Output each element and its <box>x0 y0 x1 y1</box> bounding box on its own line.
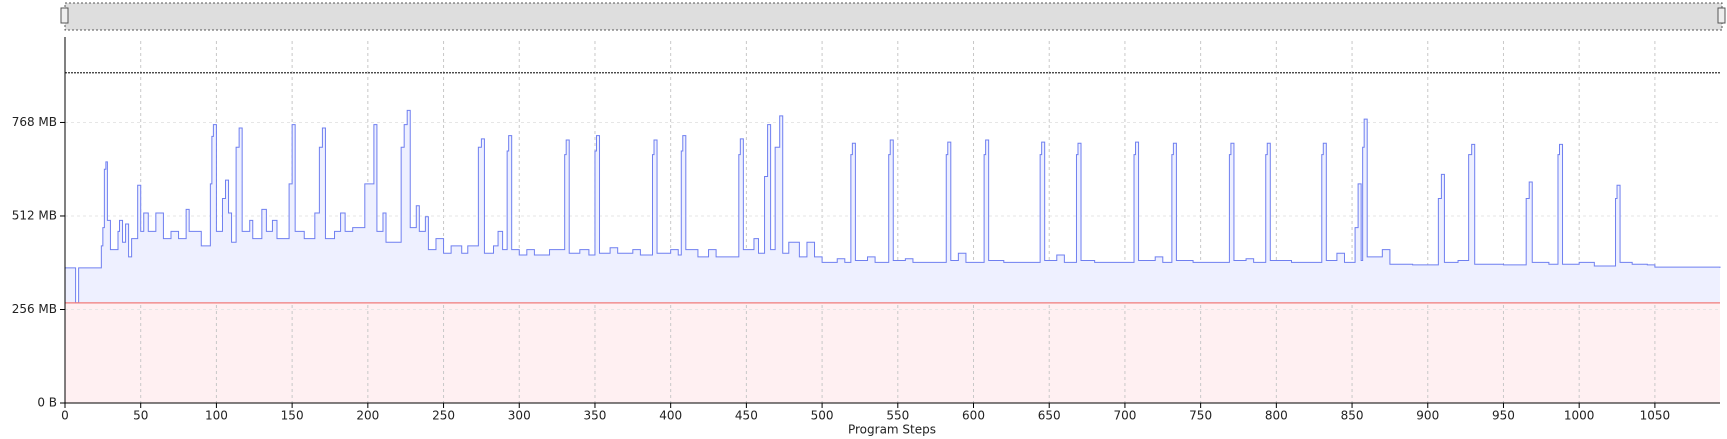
y-tick-label: 256 MB <box>12 302 57 316</box>
x-tick-label: 0 <box>61 409 69 423</box>
x-tick-label: 950 <box>1492 409 1515 423</box>
x-tick-label: 1000 <box>1564 409 1595 423</box>
x-tick-label: 650 <box>1038 409 1061 423</box>
x-tick-label: 350 <box>584 409 607 423</box>
range-slider[interactable] <box>64 2 1723 31</box>
x-tick-label: 50 <box>133 409 148 423</box>
memory-area <box>65 110 1720 303</box>
x-tick-label: 1050 <box>1640 409 1671 423</box>
y-tick-label: 512 MB <box>12 208 57 222</box>
x-tick-label: 100 <box>205 409 228 423</box>
x-tick-label: 800 <box>1265 409 1288 423</box>
x-tick-label: 600 <box>962 409 985 423</box>
memory-line <box>65 109 1721 304</box>
y-tick-label: 768 MB <box>12 115 57 129</box>
x-tick-label: 750 <box>1189 409 1212 423</box>
x-tick-label: 700 <box>1113 409 1136 423</box>
x-tick-label: 150 <box>281 409 304 423</box>
x-tick-label: 850 <box>1341 409 1364 423</box>
x-tick-label: 500 <box>811 409 834 423</box>
x-tick-label: 550 <box>886 409 909 423</box>
x-tick-label: 300 <box>508 409 531 423</box>
reference-band <box>65 302 1720 403</box>
x-tick-label: 450 <box>735 409 758 423</box>
slider-handle-right[interactable] <box>1717 7 1726 24</box>
x-tick-label: 400 <box>659 409 682 423</box>
x-axis-title: Program Steps <box>848 423 936 437</box>
x-tick-label: 200 <box>356 409 379 423</box>
y-tick-label: 0 B <box>37 396 57 410</box>
slider-handle-left[interactable] <box>60 7 69 24</box>
x-tick-label: 250 <box>432 409 455 423</box>
x-tick-label: 900 <box>1416 409 1439 423</box>
